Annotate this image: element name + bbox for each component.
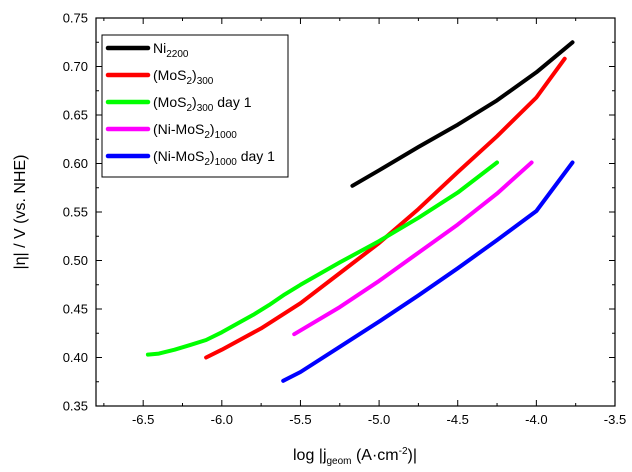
y-tick-label: 0.50 bbox=[63, 253, 88, 268]
y-tick-label: 0.45 bbox=[63, 302, 88, 317]
series-line-4 bbox=[292, 160, 534, 337]
legend-label-part: (Ni-MoS bbox=[153, 121, 204, 137]
legend-label-part: ) bbox=[192, 94, 197, 110]
legend-label-3: (MoS2)300 day 1 bbox=[153, 94, 252, 114]
y-tick-label: 0.70 bbox=[63, 59, 88, 74]
legend-label-1: Ni2200 bbox=[153, 40, 189, 60]
legend-label-part: 2 bbox=[204, 157, 210, 168]
legend-label-part: 1000 bbox=[215, 157, 238, 168]
series-line-1 bbox=[350, 40, 575, 188]
legend-label-part: day 1 bbox=[237, 148, 275, 164]
legend-label-part: ) bbox=[210, 148, 215, 164]
x-tick-label: -6.0 bbox=[211, 412, 233, 427]
series-line-3 bbox=[145, 160, 499, 357]
legend-label-part: 2200 bbox=[166, 49, 189, 60]
legend-label-part: 2 bbox=[186, 76, 192, 87]
y-tick-label: 0.75 bbox=[63, 11, 88, 26]
x-tick-label: -4.0 bbox=[525, 412, 547, 427]
series-line-5 bbox=[281, 160, 575, 383]
legend: Ni2200(MoS2)300(MoS2)300 day 1(Ni-MoS2)1… bbox=[101, 34, 289, 178]
legend-label-part: Ni bbox=[153, 40, 166, 56]
x-axis-label-pre: log |j bbox=[293, 447, 327, 464]
y-tick-label: 0.60 bbox=[63, 156, 88, 171]
legend-label-part: 1000 bbox=[215, 130, 238, 141]
x-axis-label-sub: geom bbox=[327, 456, 352, 467]
x-tick-label: -3.5 bbox=[604, 412, 626, 427]
y-axis-label: |η| / V (vs. NHE) bbox=[12, 155, 29, 270]
ticks-layer: -6.5 -6.0 -5.5 -5.0 -4.5 -4.0 -3.5 0.35 0.40 0.45… bbox=[63, 11, 627, 428]
legend-label-4: (Ni-MoS2)1000 bbox=[153, 121, 237, 141]
x-tick-label: -6.5 bbox=[132, 412, 154, 427]
y-tick-label: 0.55 bbox=[63, 205, 88, 220]
legend-label-part: 2 bbox=[204, 130, 210, 141]
x-axis-label-sup: -2 bbox=[399, 446, 408, 457]
x-axis-label-end: )| bbox=[408, 447, 417, 464]
legend-label-part: ) bbox=[192, 67, 197, 83]
y-tick-label: 0.65 bbox=[63, 108, 88, 123]
x-tick-label: -5.5 bbox=[289, 412, 311, 427]
series-layer bbox=[145, 40, 575, 383]
legend-label-part: 2 bbox=[186, 103, 192, 114]
y-tick-label: 0.40 bbox=[63, 350, 88, 365]
x-axis-label-post: (A·cm bbox=[352, 447, 399, 464]
legend-label-part: (Ni-MoS bbox=[153, 148, 204, 164]
x-axis-label: log |jgeom (A·cm-2)| bbox=[293, 446, 417, 467]
y-tick-label: 0.35 bbox=[63, 399, 88, 414]
legend-label-part: ) bbox=[210, 121, 215, 137]
legend-box bbox=[101, 34, 289, 178]
legend-label-5: (Ni-MoS2)1000 day 1 bbox=[153, 148, 275, 168]
legend-label-part: 300 bbox=[197, 76, 214, 87]
legend-label-2: (MoS2)300 bbox=[153, 67, 214, 87]
legend-label-part: day 1 bbox=[213, 94, 251, 110]
legend-label-part: (MoS bbox=[153, 94, 186, 110]
x-tick-label: -5.0 bbox=[368, 412, 390, 427]
legend-label-part: 300 bbox=[197, 103, 214, 114]
x-tick-label: -4.5 bbox=[447, 412, 469, 427]
legend-label-part: (MoS bbox=[153, 67, 186, 83]
